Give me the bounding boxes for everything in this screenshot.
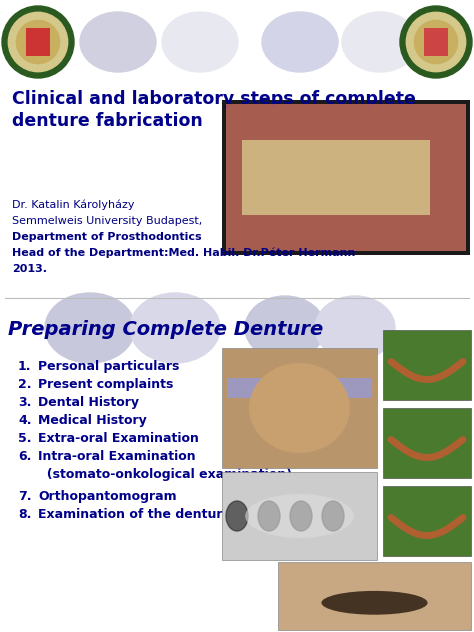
Ellipse shape: [322, 501, 344, 531]
Ellipse shape: [245, 296, 325, 360]
Ellipse shape: [406, 12, 465, 71]
Ellipse shape: [226, 501, 248, 531]
Text: Examination of the denture.: Examination of the denture.: [38, 508, 236, 521]
Bar: [222, 100, 470, 255]
Text: Preparing Complete Denture: Preparing Complete Denture: [8, 320, 323, 339]
Text: 2.: 2.: [18, 378, 31, 391]
Ellipse shape: [245, 494, 354, 538]
Ellipse shape: [262, 12, 338, 72]
Text: 2013.: 2013.: [12, 264, 47, 274]
Text: Extra-oral Examination: Extra-oral Examination: [38, 432, 199, 445]
Text: 1.: 1.: [18, 360, 31, 373]
Bar: [242, 140, 430, 215]
Bar: [424, 28, 448, 56]
Text: Dental History: Dental History: [38, 396, 139, 409]
Text: Medical History: Medical History: [38, 414, 147, 427]
Bar: [227, 378, 372, 398]
Bar: [26, 28, 50, 56]
Bar: [222, 348, 377, 468]
Ellipse shape: [249, 363, 350, 453]
Text: 7.: 7.: [18, 490, 31, 503]
Text: Department of Prosthodontics: Department of Prosthodontics: [12, 232, 201, 242]
Ellipse shape: [321, 591, 428, 615]
Text: Personal particulars: Personal particulars: [38, 360, 179, 373]
Text: Present complaints: Present complaints: [38, 378, 173, 391]
Ellipse shape: [342, 12, 418, 72]
Text: 3.: 3.: [18, 396, 31, 409]
Bar: [226, 104, 466, 251]
Text: (stomato-onkological examination): (stomato-onkological examination): [38, 468, 292, 481]
Ellipse shape: [290, 501, 312, 531]
Ellipse shape: [17, 20, 60, 64]
Bar: [222, 472, 377, 560]
Ellipse shape: [2, 6, 74, 78]
Bar: [278, 562, 471, 630]
Text: Semmelweis University Budapest,: Semmelweis University Budapest,: [12, 216, 202, 226]
Text: 4.: 4.: [18, 414, 31, 427]
Ellipse shape: [400, 6, 472, 78]
Bar: [383, 408, 471, 478]
Bar: [383, 486, 471, 556]
Text: 6.: 6.: [18, 450, 31, 463]
Text: Clinical and laboratory steps of complete: Clinical and laboratory steps of complet…: [12, 90, 416, 108]
Ellipse shape: [414, 20, 457, 64]
Ellipse shape: [9, 12, 68, 71]
Text: Intra-oral Examination: Intra-oral Examination: [38, 450, 196, 463]
Text: Head of the Department:Med. Habil. Dr.Péter Hermann: Head of the Department:Med. Habil. Dr.Pé…: [12, 248, 356, 258]
Bar: [383, 330, 471, 400]
Text: denture fabrication: denture fabrication: [12, 112, 203, 130]
Ellipse shape: [162, 12, 238, 72]
Ellipse shape: [80, 12, 156, 72]
Text: Orthopantomogram: Orthopantomogram: [38, 490, 177, 503]
Ellipse shape: [315, 296, 395, 360]
Ellipse shape: [258, 501, 280, 531]
Ellipse shape: [45, 293, 135, 363]
Text: 5.: 5.: [18, 432, 31, 445]
Ellipse shape: [130, 293, 220, 363]
Text: Dr. Katalin Károlyházy: Dr. Katalin Károlyházy: [12, 200, 135, 210]
Text: 8.: 8.: [18, 508, 31, 521]
